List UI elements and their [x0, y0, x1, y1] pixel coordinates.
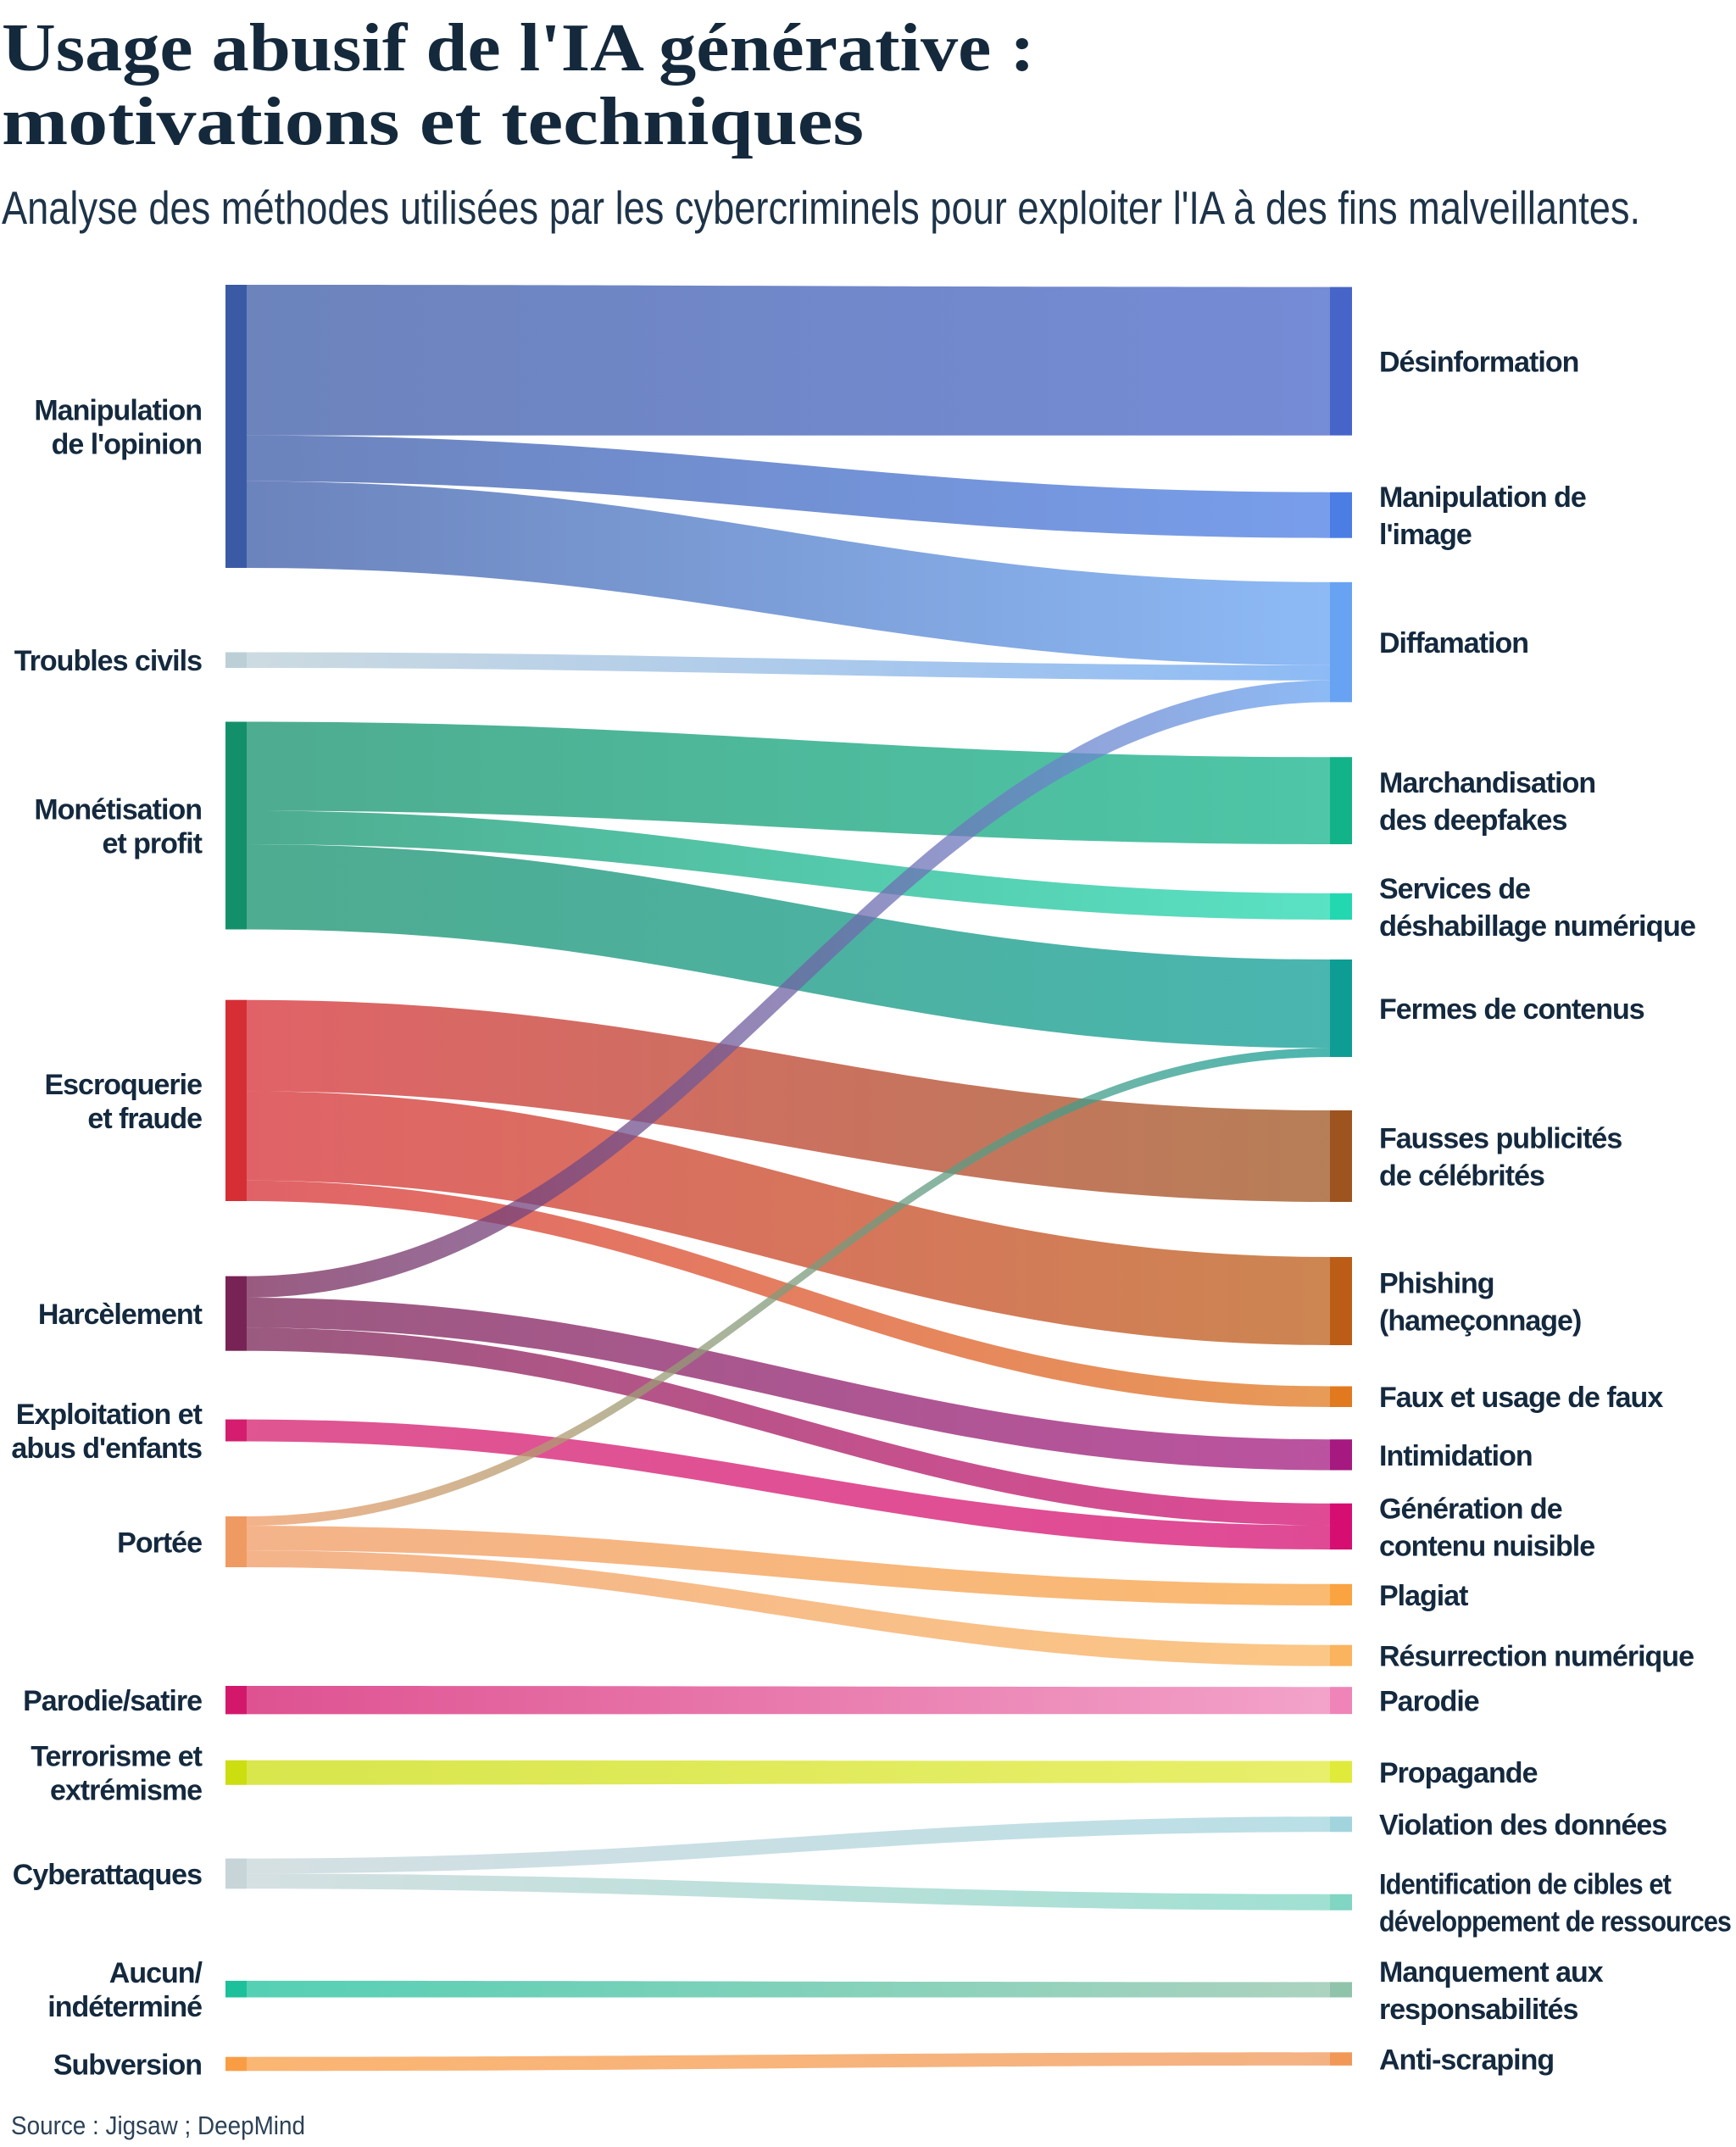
svg-text:Marchandisation: Marchandisation — [1379, 767, 1595, 799]
svg-text:Intimidation: Intimidation — [1379, 1440, 1533, 1472]
svg-text:Parodie: Parodie — [1379, 1686, 1479, 1718]
svg-text:Harcèlement: Harcèlement — [38, 1299, 203, 1331]
svg-text:Troubles civils: Troubles civils — [14, 645, 202, 677]
svg-text:Escroquerie: Escroquerie — [44, 1069, 202, 1101]
svg-text:développement de ressources: développement de ressources — [1379, 1906, 1731, 1938]
svg-text:Désinformation: Désinformation — [1379, 347, 1578, 379]
svg-text:Faux et usage de faux: Faux et usage de faux — [1379, 1382, 1663, 1414]
svg-text:contenu nuisible: contenu nuisible — [1379, 1530, 1594, 1562]
svg-text:Résurrection numérique: Résurrection numérique — [1379, 1641, 1694, 1673]
svg-text:de célébrités: de célébrités — [1379, 1160, 1544, 1192]
svg-text:Fermes de contenus: Fermes de contenus — [1379, 993, 1644, 1026]
svg-text:Parodie/satire: Parodie/satire — [23, 1685, 202, 1717]
svg-text:responsabilités: responsabilités — [1379, 1994, 1578, 2026]
svg-text:Manipulation de: Manipulation de — [1379, 481, 1586, 514]
svg-text:Aucun/: Aucun/ — [109, 1957, 203, 1989]
svg-text:Exploitation et: Exploitation et — [16, 1399, 203, 1431]
svg-text:Anti-scraping: Anti-scraping — [1379, 2044, 1554, 2077]
svg-text:Terrorisme et: Terrorisme et — [31, 1741, 202, 1773]
svg-text:Services de: Services de — [1379, 873, 1530, 905]
svg-text:Cyberattaques: Cyberattaques — [13, 1859, 202, 1891]
svg-text:Diffamation: Diffamation — [1379, 627, 1528, 659]
svg-text:indéterminé: indéterminé — [47, 1991, 202, 2023]
svg-text:Plagiat: Plagiat — [1379, 1580, 1468, 1612]
svg-text:des deepfakes: des deepfakes — [1379, 804, 1566, 837]
svg-text:et profit: et profit — [102, 827, 202, 859]
svg-text:Génération de: Génération de — [1379, 1493, 1562, 1525]
svg-text:Violation des données: Violation des données — [1379, 1810, 1666, 1842]
svg-text:abus d'enfants: abus d'enfants — [11, 1432, 202, 1465]
svg-text:de l'opinion: de l'opinion — [52, 428, 202, 460]
svg-text:Manipulation: Manipulation — [34, 394, 202, 426]
svg-text:déshabillage numérique: déshabillage numérique — [1379, 910, 1695, 943]
svg-text:Identification de cibles et: Identification de cibles et — [1379, 1869, 1672, 1901]
svg-text:l'image: l'image — [1379, 519, 1472, 551]
svg-text:extrémisme: extrémisme — [50, 1775, 202, 1807]
svg-text:Fausses publicités: Fausses publicités — [1379, 1122, 1622, 1154]
svg-text:Portée: Portée — [117, 1527, 202, 1559]
svg-text:(hameçonnage): (hameçonnage) — [1379, 1304, 1581, 1337]
svg-text:Subversion: Subversion — [53, 2049, 202, 2081]
svg-text:Phishing: Phishing — [1379, 1267, 1494, 1299]
svg-text:Monétisation: Monétisation — [34, 793, 202, 826]
svg-text:Propagande: Propagande — [1379, 1757, 1538, 1789]
svg-text:et fraude: et fraude — [87, 1103, 202, 1135]
svg-text:Manquement aux: Manquement aux — [1379, 1956, 1604, 1988]
